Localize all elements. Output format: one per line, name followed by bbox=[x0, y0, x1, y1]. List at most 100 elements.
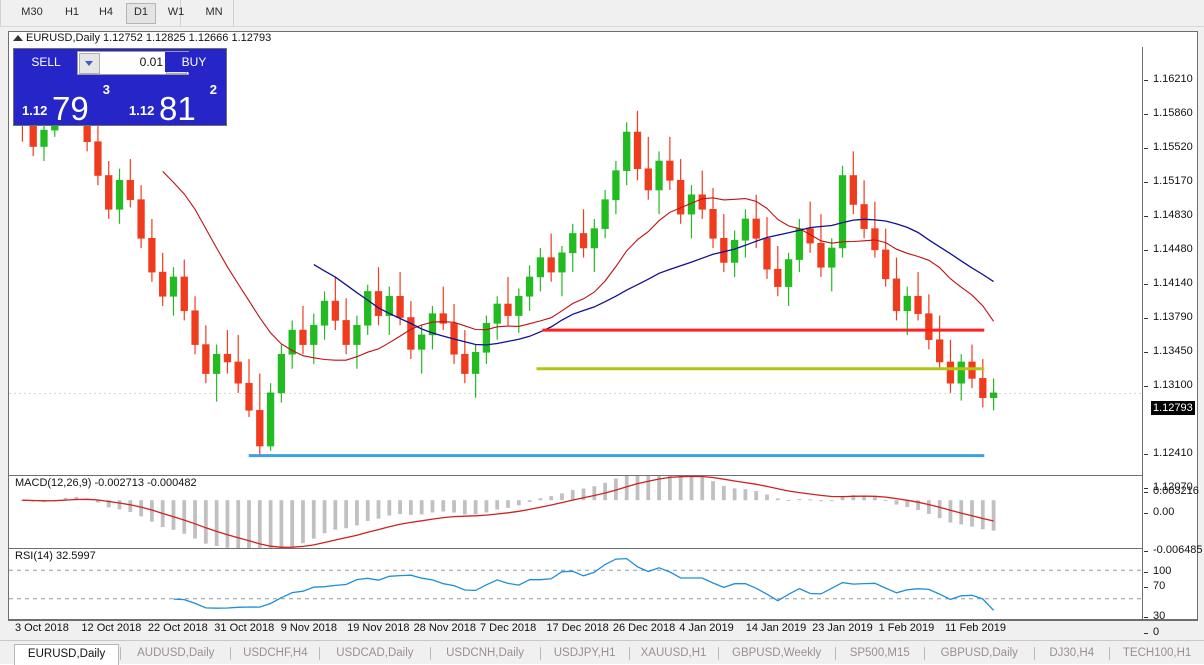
tab-separator bbox=[1033, 647, 1035, 660]
price-axis-tick bbox=[1144, 488, 1148, 489]
rsi-axis-label: 70 bbox=[1153, 580, 1166, 592]
symbol-tab-usdcad-daily[interactable]: USDCAD,Daily bbox=[336, 647, 414, 659]
price-axis-label: 1.13450 bbox=[1153, 345, 1193, 357]
price-axis-tick bbox=[1144, 284, 1148, 285]
price-axis-tick bbox=[1144, 386, 1148, 387]
buy-price-sup: 2 bbox=[209, 82, 217, 97]
chart-header: EURUSD,Daily 1.12752 1.12825 1.12666 1.1… bbox=[9, 32, 1197, 47]
rsi-axis-label: 0 bbox=[1153, 626, 1160, 638]
trade-panel-top: SELL 0.01 BUY bbox=[14, 49, 226, 75]
symbol-tab-usdjpy-h1[interactable]: USDJPY,H1 bbox=[553, 647, 616, 659]
macd-axis-label: 0.003216 bbox=[1153, 485, 1199, 497]
date-axis-label: 7 Dec 2018 bbox=[480, 622, 537, 634]
buy-price-display[interactable]: 1.12 81 2 bbox=[121, 76, 226, 127]
tab-separator bbox=[717, 647, 719, 660]
rsi-axis-tick bbox=[1144, 633, 1148, 634]
date-axis: 3 Oct 2018 12 Oct 2018 22 Oct 2018 31 Oct 2… bbox=[9, 619, 1197, 637]
price-axis-tick bbox=[1144, 352, 1148, 353]
date-axis-label: 26 Dec 2018 bbox=[612, 622, 676, 634]
price-axis-label: 1.15170 bbox=[1153, 175, 1193, 187]
date-axis-label: 4 Jan 2019 bbox=[679, 622, 734, 634]
tab-separator bbox=[120, 647, 122, 660]
price-axis-label: 1.12070 bbox=[1153, 481, 1193, 493]
timeframe-m30[interactable]: M30 bbox=[21, 6, 43, 18]
macd-axis-tick bbox=[1144, 551, 1148, 552]
rsi-axis-label: 100 bbox=[1153, 565, 1172, 577]
price-axis-label: 1.15520 bbox=[1153, 141, 1193, 153]
rsi-pane[interactable]: RSI(14) 32.5997 bbox=[9, 548, 1142, 620]
chart-area[interactable]: EURUSD,Daily 1.12752 1.12825 1.12666 1.1… bbox=[8, 31, 1203, 638]
rsi-axis-tick bbox=[1144, 572, 1148, 573]
date-axis-label: 11 Feb 2019 bbox=[945, 622, 1006, 634]
one-click-trade-panel[interactable]: SELL 0.01 BUY 1.12 79 3 1.12 81 2 bbox=[13, 48, 227, 127]
date-axis-label: 12 Oct 2018 bbox=[81, 622, 142, 634]
symbol-tab-tech100-h1[interactable]: TECH100,H1 bbox=[1122, 647, 1192, 659]
tab-separator bbox=[319, 647, 321, 660]
tab-separator bbox=[539, 647, 541, 660]
symbol-tab-usdcnh-daily[interactable]: USDCNH,Daily bbox=[446, 647, 525, 659]
macd-axis-label: 0.00 bbox=[1153, 506, 1175, 518]
timeframe-h1[interactable]: H1 bbox=[64, 6, 80, 18]
date-axis-label: 14 Jan 2019 bbox=[745, 622, 807, 634]
rsi-axis-tick bbox=[1144, 617, 1148, 618]
price-axis-label: 1.13790 bbox=[1153, 311, 1193, 323]
symbol-tab-sp500-m15[interactable]: SP500,M15 bbox=[849, 647, 910, 659]
price-axis-label: 1.14140 bbox=[1153, 277, 1193, 289]
current-price-label: 1.12793 bbox=[1151, 401, 1195, 415]
lot-size-value: 0.01 bbox=[139, 55, 163, 69]
tab-separator bbox=[429, 647, 431, 660]
date-axis-label: 1 Feb 2019 bbox=[878, 622, 935, 634]
date-axis-label: 31 Oct 2018 bbox=[214, 622, 275, 634]
symbol-tab-xauusd-h1[interactable]: XAUUSD,H1 bbox=[640, 647, 707, 659]
price-axis-divider bbox=[1142, 47, 1143, 619]
price-axis-label: 1.14480 bbox=[1153, 243, 1193, 255]
macd-pane[interactable]: MACD(12,26,9) -0.002713 -0.000482 bbox=[9, 475, 1142, 549]
price-axis-label: 1.16210 bbox=[1153, 73, 1193, 85]
symbol-tab-eurusd-daily[interactable]: EURUSD,Daily bbox=[14, 644, 120, 665]
price-axis-tick bbox=[1144, 250, 1148, 251]
sell-price-display[interactable]: 1.12 79 3 bbox=[14, 76, 119, 127]
chart-collapse-icon[interactable] bbox=[13, 35, 23, 41]
date-axis-label: 23 Jan 2019 bbox=[812, 622, 873, 634]
tab-separator bbox=[834, 647, 836, 660]
date-axis-label: 19 Nov 2018 bbox=[347, 622, 410, 634]
tab-separator bbox=[230, 647, 232, 660]
timeframe-mn[interactable]: MN bbox=[205, 6, 223, 18]
date-axis-label: 3 Oct 2018 bbox=[15, 622, 69, 634]
price-axis-tick bbox=[1144, 114, 1148, 115]
macd-plot bbox=[20, 476, 996, 549]
buy-button[interactable]: BUY bbox=[165, 52, 223, 72]
price-axis-label: 1.15860 bbox=[1153, 107, 1193, 119]
sell-button[interactable]: SELL bbox=[17, 52, 75, 72]
rsi-label: RSI(14) 32.5997 bbox=[15, 550, 96, 562]
symbol-tab-usdchf-h4[interactable]: USDCHF,H4 bbox=[243, 647, 308, 659]
symbol-tab-gbpusd-weekly[interactable]: GBPUSD,Weekly bbox=[732, 647, 822, 659]
date-axis-label: 17 Dec 2018 bbox=[546, 622, 609, 634]
price-axis-label: 1.12410 bbox=[1153, 447, 1193, 459]
rsi-axis-tick bbox=[1144, 587, 1148, 588]
symbol-tab-dj30-h4[interactable]: DJ30,H4 bbox=[1049, 647, 1095, 659]
macd-label: MACD(12,26,9) -0.002713 -0.000482 bbox=[15, 477, 197, 489]
timeframe-w1[interactable]: W1 bbox=[167, 6, 185, 18]
sell-price-sup: 3 bbox=[102, 82, 110, 97]
date-axis-label: 9 Nov 2018 bbox=[280, 622, 337, 634]
buy-price-prefix: 1.12 bbox=[129, 103, 155, 118]
symbol-tab-gbpusd-daily[interactable]: GBPUSD,Daily bbox=[940, 647, 1018, 659]
symbol-tab-audusd-daily[interactable]: AUDUSD,Daily bbox=[137, 647, 215, 659]
macd-axis-label: -0.006485 bbox=[1153, 544, 1203, 556]
sell-price-main: 79 bbox=[52, 90, 89, 127]
lot-decrease-button[interactable] bbox=[79, 53, 100, 74]
tab-separator bbox=[628, 647, 630, 660]
timeframe-d1[interactable]: D1 bbox=[126, 3, 156, 24]
chart-header-text: EURUSD,Daily 1.12752 1.12825 1.12666 1.1… bbox=[26, 32, 272, 44]
price-axis-tick bbox=[1144, 148, 1148, 149]
price-axis-tick bbox=[1144, 216, 1148, 217]
tab-separator bbox=[1108, 647, 1110, 660]
date-axis-label: 22 Oct 2018 bbox=[147, 622, 208, 634]
timeframe-toolbar: M30 H1 H4 D1 W1 MN bbox=[0, 0, 1204, 27]
macd-axis-tick bbox=[1144, 513, 1148, 514]
price-axis-tick bbox=[1144, 318, 1148, 319]
buy-price-main: 81 bbox=[159, 90, 196, 127]
timeframe-h4[interactable]: H4 bbox=[98, 6, 114, 18]
